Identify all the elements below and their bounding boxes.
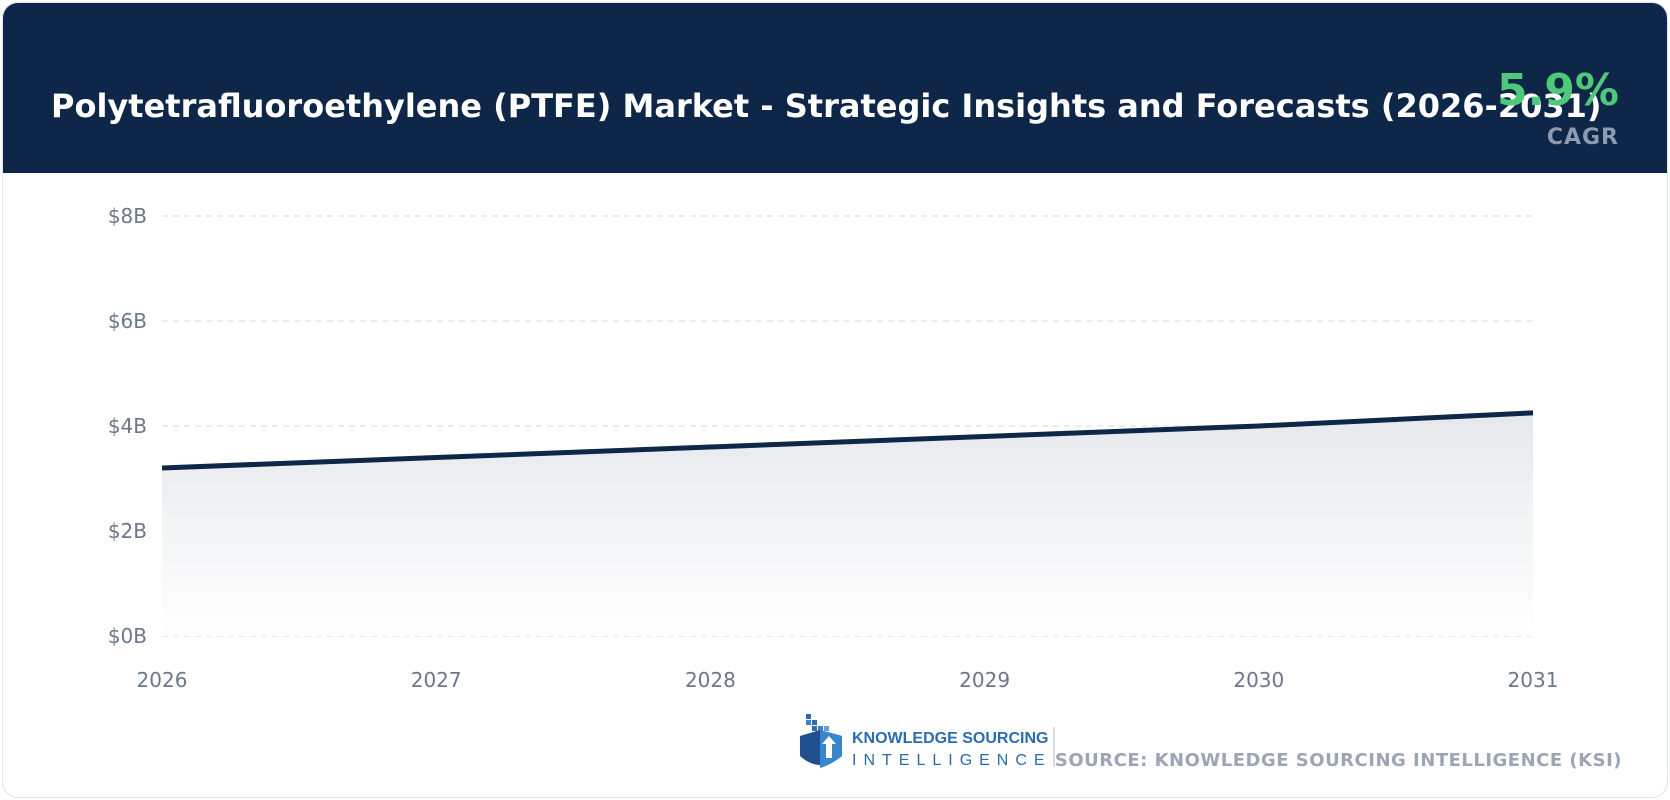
x-tick-label: 2029: [959, 668, 1010, 692]
ksi-logo-icon: [800, 714, 842, 768]
logo-text-line1: KNOWLEDGE SOURCING: [852, 730, 1049, 747]
y-tick-label: $4B: [108, 414, 147, 438]
cagr-label: CAGR: [1546, 125, 1619, 150]
y-tick-label: $8B: [108, 204, 147, 228]
x-axis-ticks: 2026 2027 2028 2029 2030 2031: [137, 668, 1559, 692]
x-tick-label: 2026: [137, 668, 188, 692]
x-tick-label: 2031: [1508, 668, 1559, 692]
y-tick-label: $0B: [108, 624, 147, 648]
footer-divider: [1053, 727, 1055, 767]
source-note: SOURCE: KNOWLEDGE SOURCING INTELLIGENCE …: [1054, 750, 1622, 771]
series-line: [161, 410, 1534, 471]
x-tick-label: 2027: [411, 668, 462, 692]
header-banner: Polytetrafluoroethylene (PTFE) Market - …: [3, 3, 1667, 173]
cagr-value: 5.9%: [1496, 65, 1619, 116]
area-shape: [162, 412, 1533, 636]
ksi-logo: KNOWLEDGE SOURCING INTELLIGENCE: [796, 712, 1076, 778]
logo-text-line2: INTELLIGENCE: [852, 752, 1052, 769]
x-tick-label: 2028: [685, 668, 736, 692]
area-fill: [162, 412, 1533, 636]
x-tick-label: 2030: [1233, 668, 1284, 692]
y-axis-ticks: $0B $2B $4B $6B $8B: [108, 204, 147, 648]
y-tick-label: $2B: [108, 519, 147, 543]
y-tick-label: $6B: [108, 309, 147, 333]
chart-title: Polytetrafluoroethylene (PTFE) Market - …: [51, 87, 1602, 125]
series-line-path: [161, 410, 1534, 471]
